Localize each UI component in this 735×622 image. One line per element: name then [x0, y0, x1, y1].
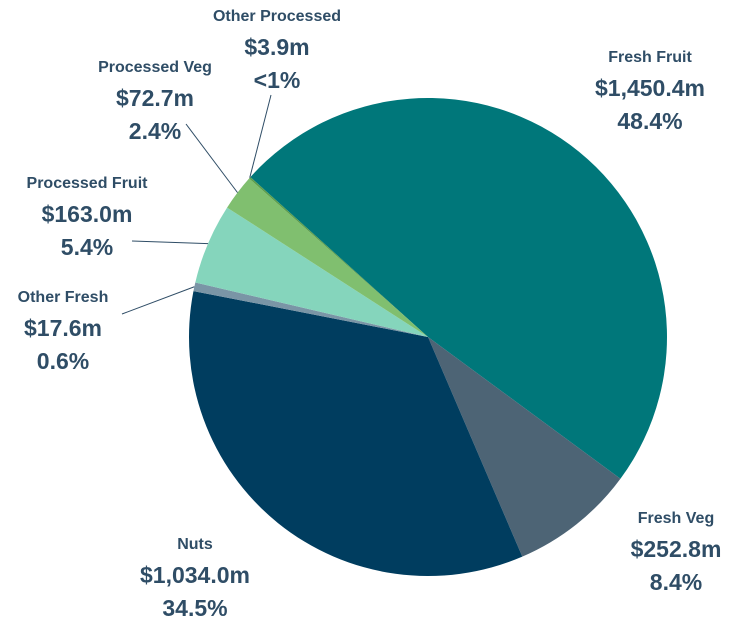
- slice-percent: 48.4%: [617, 108, 682, 134]
- leader-line: [131, 240, 209, 245]
- slice-percent: <1%: [254, 67, 301, 93]
- leader-line: [121, 286, 195, 315]
- pie-slice: [193, 282, 428, 337]
- slice-percent: 8.4%: [650, 569, 702, 595]
- slice-value: $252.8m: [631, 536, 722, 562]
- pie-slice: [249, 177, 428, 337]
- slice-name: Fresh Fruit: [608, 49, 692, 66]
- slice-percent: 34.5%: [162, 595, 227, 621]
- slice-value: $17.6m: [24, 315, 102, 341]
- slice-name: Nuts: [177, 536, 213, 553]
- pie-slice: [428, 337, 621, 557]
- slice-name: Processed Fruit: [27, 175, 149, 192]
- slice-percent: 0.6%: [37, 348, 89, 374]
- slice-value: $1,450.4m: [595, 75, 705, 101]
- slice-percent: 5.4%: [61, 234, 113, 260]
- leader-line: [249, 94, 272, 178]
- slice-percent: 2.4%: [129, 118, 181, 144]
- pie-slice: [195, 207, 428, 337]
- slice-value: $72.7m: [116, 85, 194, 111]
- slice-value: $3.9m: [244, 34, 309, 60]
- pie-slice: [227, 178, 428, 337]
- pie-slice: [250, 98, 667, 479]
- slice-name: Other Fresh: [18, 289, 109, 306]
- slice-name: Fresh Veg: [638, 510, 714, 527]
- pie-slice: [189, 291, 523, 576]
- leader-line: [185, 123, 238, 193]
- slice-name: Other Processed: [213, 8, 341, 25]
- slice-name: Processed Veg: [98, 59, 212, 76]
- slice-value: $163.0m: [42, 201, 133, 227]
- slice-value: $1,034.0m: [140, 562, 250, 588]
